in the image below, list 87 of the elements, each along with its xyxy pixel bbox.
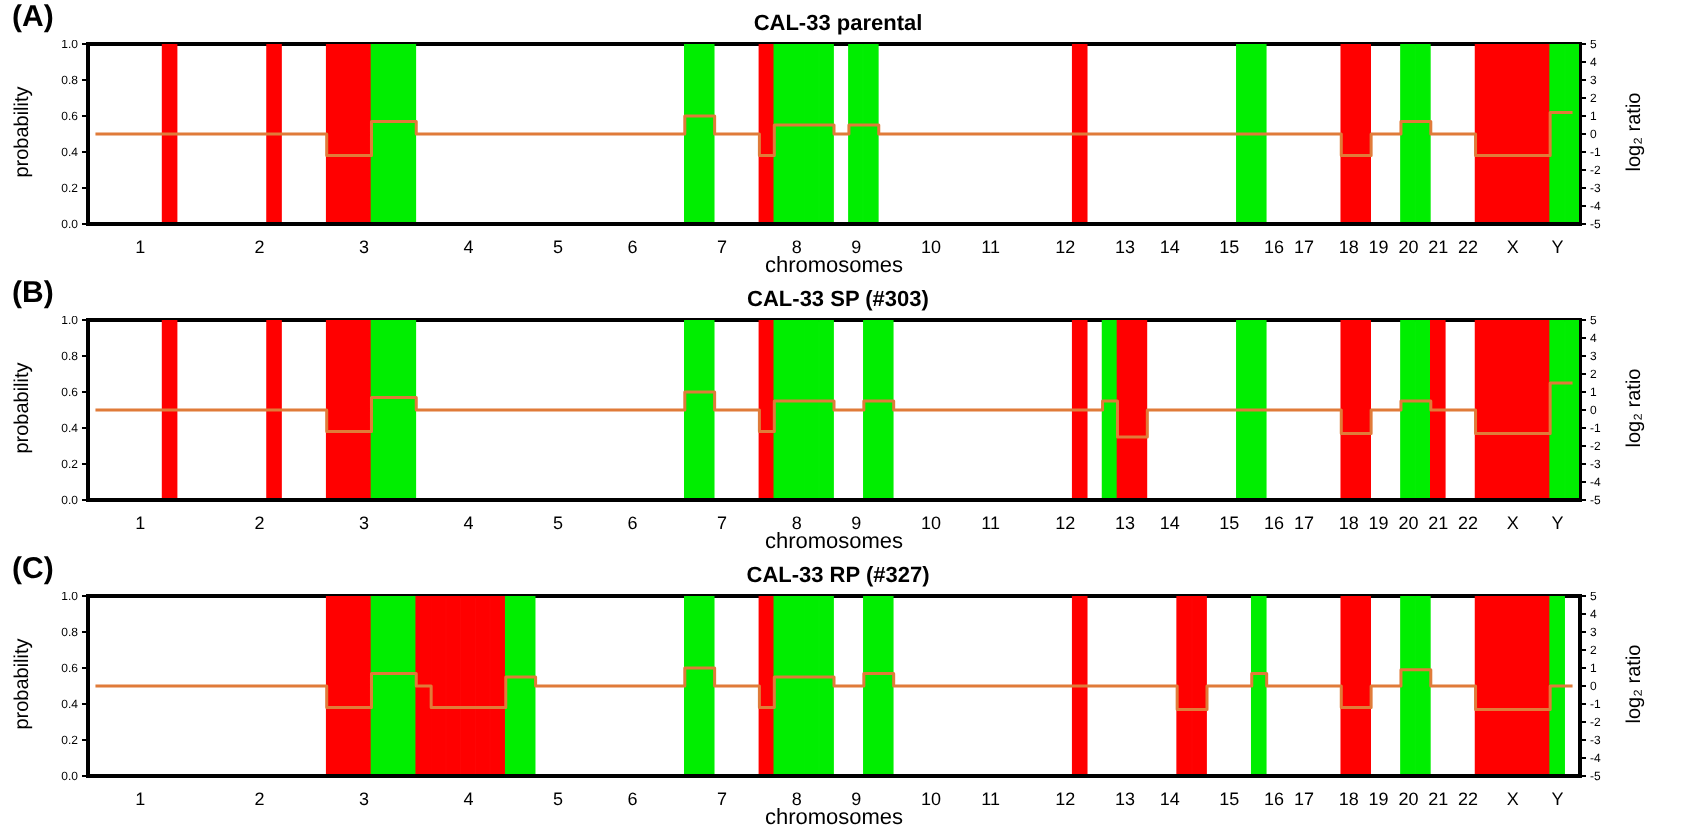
x-tick-label: X	[1506, 788, 1519, 809]
x-tick-label: 12	[1055, 236, 1076, 257]
x-tick-label: 15	[1219, 788, 1240, 809]
x-tick-label: 20	[1398, 788, 1419, 809]
x-tick-label: 2	[254, 236, 265, 257]
x-tick-label: 20	[1398, 512, 1419, 533]
x-tick-label: 4	[463, 512, 474, 533]
x-tick-label: 6	[627, 236, 638, 257]
x-tick-label: 16	[1264, 512, 1285, 533]
x-tick-label: Y	[1551, 788, 1564, 809]
x-tick-label: 18	[1338, 788, 1359, 809]
chart-title: CAL-33 RP (#327)	[746, 564, 930, 588]
x-tick-label: 16	[1264, 236, 1285, 257]
x-tick-label: 10	[920, 788, 941, 809]
x-tick-label: 21	[1428, 236, 1449, 257]
x-tick-label: 6	[627, 788, 638, 809]
x-tick-label: 11	[981, 236, 1000, 257]
x-tick-label: 7	[717, 512, 728, 533]
x-tick-label: 9	[851, 788, 862, 809]
x-tick-label: 7	[717, 236, 728, 257]
x-tick-label: 17	[1293, 236, 1314, 257]
chart-title: CAL-33 parental	[753, 12, 923, 36]
y2-axis-title: log₂ ratio	[1624, 643, 1646, 724]
x-tick-label: 4	[463, 788, 474, 809]
x-tick-label: 18	[1338, 512, 1359, 533]
x-tick-label: 12	[1055, 512, 1076, 533]
x-tick-label: 9	[851, 236, 862, 257]
x-tick-label: 13	[1114, 788, 1135, 809]
x-tick-label: 5	[552, 236, 563, 257]
x-tick-label: 18	[1338, 236, 1359, 257]
x-tick-label: 21	[1428, 788, 1449, 809]
x-axis-title: chromosomes	[764, 806, 905, 830]
x-tick-label: 10	[920, 512, 941, 533]
x-tick-label: 15	[1219, 236, 1240, 257]
x-tick-label: 3	[359, 512, 370, 533]
text: (C)	[12, 552, 54, 586]
x-tick-label: 20	[1398, 236, 1419, 257]
x-axis-title: chromosomes	[764, 530, 905, 554]
x-tick-label: 19	[1368, 512, 1389, 533]
x-tick-label: 8	[791, 236, 802, 257]
x-tick-label: 13	[1114, 512, 1135, 533]
x-tick-label: 8	[791, 788, 802, 809]
x-tick-label: Y	[1551, 512, 1564, 533]
x-tick-label: 1	[135, 512, 146, 533]
x-tick-label: 13	[1114, 236, 1135, 257]
x-tick-label: 15	[1219, 512, 1240, 533]
x-tick-label: 8	[791, 512, 802, 533]
x-tick-label: 22	[1458, 236, 1479, 257]
y-axis-title: probability	[12, 86, 34, 178]
x-tick-label: 2	[254, 788, 265, 809]
x-tick-label: 21	[1428, 512, 1449, 533]
x-tick-label: 3	[359, 788, 370, 809]
x-tick-label: 2	[254, 512, 265, 533]
x-tick-label: X	[1506, 512, 1519, 533]
x-tick-label: 7	[717, 788, 728, 809]
x-tick-label: 1	[135, 236, 146, 257]
x-tick-label: 17	[1293, 512, 1314, 533]
x-tick-label: 10	[920, 236, 941, 257]
x-tick-label: 11	[981, 512, 1000, 533]
x-tick-label: 12	[1055, 788, 1076, 809]
chart-title: CAL-33 SP (#303)	[747, 288, 929, 312]
x-tick-label: 5	[552, 512, 563, 533]
y2-axis-title: log₂ ratio	[1624, 91, 1646, 172]
x-axis-title: chromosomes	[764, 254, 905, 278]
x-tick-label: 14	[1159, 788, 1180, 809]
x-tick-label: 3	[359, 236, 370, 257]
text: (B)	[12, 276, 54, 310]
text: (A)	[12, 0, 54, 34]
x-tick-label: Y	[1551, 236, 1564, 257]
x-tick-label: 16	[1264, 788, 1285, 809]
y-axis-title: probability	[12, 638, 34, 730]
x-tick-label: 14	[1159, 512, 1180, 533]
x-tick-label: 11	[981, 788, 1000, 809]
x-tick-label: 9	[851, 512, 862, 533]
x-tick-label: 17	[1293, 788, 1314, 809]
x-tick-label: 4	[463, 236, 474, 257]
x-tick-label: 19	[1368, 788, 1389, 809]
y-axis-title: probability	[12, 362, 34, 454]
x-tick-label: 14	[1159, 236, 1180, 257]
x-tick-label: 22	[1458, 788, 1479, 809]
x-tick-label: 22	[1458, 512, 1479, 533]
x-tick-label: 6	[627, 512, 638, 533]
x-tick-label: 5	[552, 788, 563, 809]
x-tick-label: 19	[1368, 236, 1389, 257]
x-tick-label: 1	[135, 788, 146, 809]
y2-axis-title: log₂ ratio	[1624, 367, 1646, 448]
x-tick-label: X	[1506, 236, 1519, 257]
